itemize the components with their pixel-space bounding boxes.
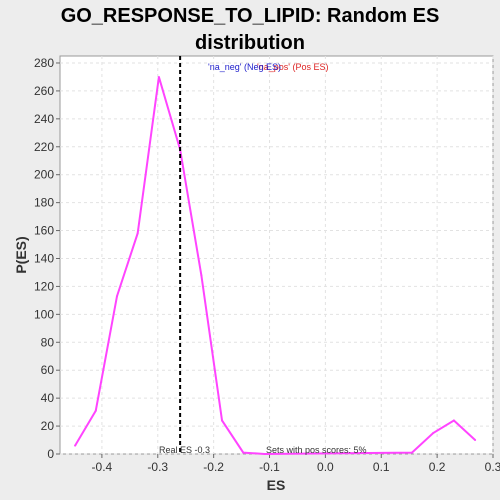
- y-tick-label: 80: [41, 335, 55, 349]
- x-tick-label: -0.3: [147, 460, 168, 474]
- es-data-point: [474, 439, 477, 442]
- plot-area: [59, 55, 494, 455]
- x-axis-label: ES: [267, 477, 286, 493]
- y-axis-ticks: 0 20 40 60 80 100 120 140 160 180 200 220 240 260 280: [34, 56, 60, 461]
- chart-title: GO_RESPONSE_TO_LIPID: Random ES distribu…: [0, 3, 500, 57]
- y-tick-label: 100: [34, 307, 54, 321]
- es-data-point: [200, 274, 203, 277]
- y-tick-label: 260: [34, 84, 54, 98]
- y-tick-label: 60: [41, 363, 55, 377]
- es-data-point: [74, 444, 77, 447]
- y-tick-label: 20: [41, 419, 55, 433]
- x-tick-label: -0.1: [259, 460, 280, 474]
- es-data-point: [136, 232, 139, 235]
- es-data-point: [452, 419, 455, 422]
- x-tick-label: 0.1: [373, 460, 390, 474]
- y-tick-label: 140: [34, 251, 54, 265]
- y-tick-label: 160: [34, 224, 54, 238]
- es-data-point: [115, 295, 118, 298]
- y-tick-label: 240: [34, 112, 54, 126]
- es-data-point: [263, 453, 266, 455]
- x-tick-label: -0.4: [92, 460, 113, 474]
- grid: [60, 56, 494, 455]
- y-tick-label: 220: [34, 140, 54, 154]
- real-es-label: Real ES -0.3: [159, 445, 210, 455]
- x-tick-label: 0.0: [317, 460, 334, 474]
- es-data-point: [242, 451, 245, 454]
- x-tick-label: -0.2: [203, 460, 224, 474]
- y-tick-label: 0: [47, 447, 54, 461]
- y-tick-label: 40: [41, 391, 55, 405]
- y-tick-label: 200: [34, 168, 54, 182]
- x-tick-label: 0.2: [429, 460, 446, 474]
- y-tick-label: 120: [34, 279, 54, 293]
- es-distribution-line: [74, 76, 476, 456]
- x-tick-label: 0.3: [485, 460, 500, 474]
- es-data-point: [221, 419, 224, 422]
- y-axis-label: P(ES): [13, 236, 29, 273]
- y-tick-label: 180: [34, 196, 54, 210]
- pos-scores-annotation: Sets with pos scores: 5%: [266, 445, 367, 455]
- legend-pos-entry: 'na_pos' (Pos ES): [257, 62, 328, 72]
- y-tick-label: 280: [34, 56, 54, 70]
- chart-title-line1: GO_RESPONSE_TO_LIPID: Random ES: [60, 5, 440, 27]
- es-data-point: [94, 409, 97, 412]
- es-data-point: [157, 75, 160, 78]
- es-data-point: [410, 451, 413, 454]
- x-axis-ticks: -0.4 -0.3 -0.2 -0.1 0.0 0.1 0.2 0.3: [92, 454, 500, 474]
- es-data-point: [432, 432, 435, 435]
- legend-neg-entry: 'na_neg' (Neg ES): [208, 62, 281, 72]
- chart-title-line2: distribution: [195, 32, 305, 54]
